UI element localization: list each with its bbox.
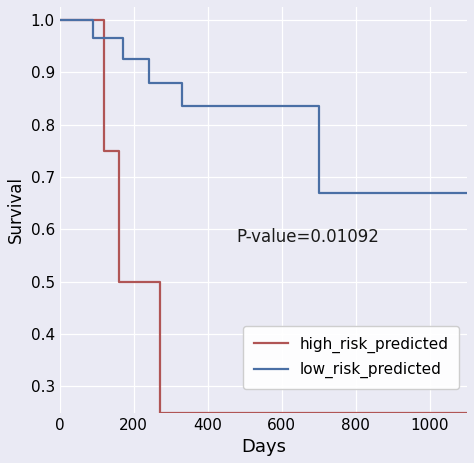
low_risk_predicted (179, 104, 185, 109)
low_risk_predicted (316, 190, 322, 195)
Y-axis label: Survival: Survival (7, 176, 25, 243)
low_risk_predicted (464, 190, 470, 195)
Legend: high_risk_predicted, low_risk_predicted: high_risk_predicted, low_risk_predicted (243, 326, 459, 389)
low_risk_predicted (90, 36, 96, 41)
low_risk_predicted (272, 104, 277, 109)
Line: high_risk_predicted: high_risk_predicted (60, 20, 467, 413)
high_risk_predicted (161, 410, 166, 415)
Line: low_risk_predicted: low_risk_predicted (60, 20, 467, 193)
high_risk_predicted (135, 279, 140, 285)
high_risk_predicted (464, 410, 470, 415)
high_risk_predicted (57, 17, 63, 23)
low_risk_predicted (338, 190, 344, 195)
low_risk_predicted (146, 80, 151, 86)
high_risk_predicted (116, 279, 122, 285)
high_risk_predicted (157, 410, 163, 415)
X-axis label: Days: Days (241, 438, 286, 456)
high_risk_predicted (101, 148, 107, 154)
low_risk_predicted (120, 56, 126, 62)
low_risk_predicted (57, 17, 63, 23)
Text: P-value=0.01092: P-value=0.01092 (237, 228, 380, 246)
